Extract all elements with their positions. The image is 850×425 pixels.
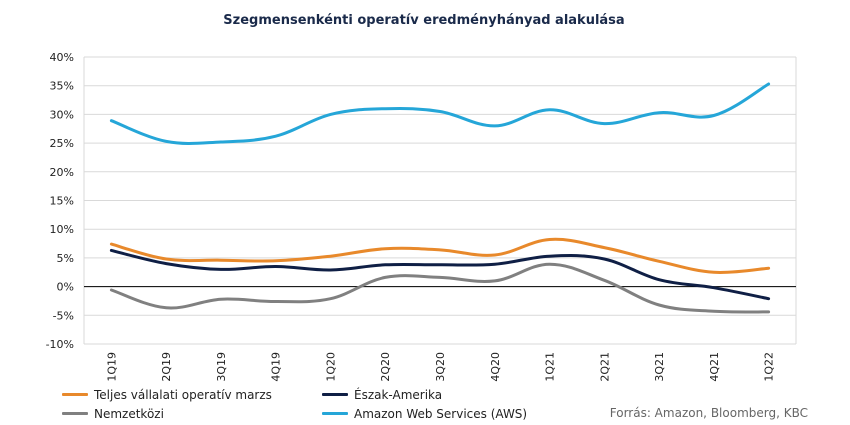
- series-line-international: [109, 262, 771, 314]
- grid: [83, 56, 797, 345]
- y-tick-label: 5%: [57, 252, 74, 265]
- x-tick-label: 4Q19: [270, 352, 283, 382]
- x-tick-label: 1Q20: [324, 352, 337, 382]
- x-tick-label: 2Q21: [598, 352, 611, 382]
- legend-label-aws: Amazon Web Services (AWS): [354, 406, 528, 421]
- y-tick-label: 40%: [50, 51, 74, 64]
- legend-label-total: Teljes vállalati operatív marzs: [94, 387, 272, 402]
- y-tick-label: 20%: [50, 166, 74, 179]
- x-tick-label: 2Q19: [160, 352, 173, 382]
- x-tick-label: 1Q22: [763, 352, 776, 382]
- series-line-total: [109, 237, 771, 275]
- legend-swatch-international: [62, 412, 88, 415]
- chart-title: Szegmensenkénti operatív eredményhányad …: [223, 13, 624, 28]
- y-tick-label: -5%: [53, 309, 74, 322]
- series-line-aws: [109, 82, 771, 145]
- legend: Teljes vállalati operatív marzs Észak-Am…: [62, 386, 622, 424]
- legend-swatch-total: [62, 393, 88, 396]
- legend-label-north-america: Észak-Amerika: [354, 387, 443, 402]
- x-tick-label: 3Q19: [215, 352, 228, 382]
- y-axis: 40% 35% 30% 25% 20% 15% 10% 5% 0% -5% -10%: [46, 51, 74, 351]
- legend-item-aws: Amazon Web Services (AWS): [322, 405, 527, 422]
- y-tick-label: 10%: [50, 223, 74, 236]
- x-tick-label: 3Q21: [653, 352, 666, 382]
- legend-label-international: Nemzetközi: [94, 406, 164, 421]
- x-tick-label: 4Q21: [708, 352, 721, 382]
- x-tick-label: 1Q19: [105, 352, 118, 382]
- source-note: Forrás: Amazon, Bloomberg, KBC: [609, 406, 808, 420]
- series-line-north-america: [109, 248, 771, 301]
- y-tick-label: 0%: [57, 281, 74, 294]
- legend-item-total: Teljes vállalati operatív marzs: [62, 386, 272, 403]
- x-axis: 1Q19 2Q19 3Q19 4Q19 1Q20 2Q20 3Q20 4Q20 1Q21 2Q21…: [105, 352, 775, 382]
- y-tick-label: 25%: [50, 137, 74, 150]
- y-tick-label: 15%: [50, 195, 74, 208]
- x-tick-label: 4Q20: [489, 352, 502, 382]
- x-tick-label: 3Q20: [434, 352, 447, 382]
- y-tick-label: 30%: [50, 108, 74, 121]
- legend-item-international: Nemzetközi: [62, 405, 164, 422]
- y-tick-label: 35%: [50, 80, 74, 93]
- legend-swatch-aws: [322, 412, 348, 415]
- x-tick-label: 1Q21: [544, 352, 557, 382]
- legend-swatch-north-america: [322, 393, 348, 396]
- legend-item-north-america: Észak-Amerika: [322, 386, 442, 403]
- y-tick-label: -10%: [46, 338, 74, 351]
- x-tick-label: 2Q20: [379, 352, 392, 382]
- series-lines: [109, 82, 771, 314]
